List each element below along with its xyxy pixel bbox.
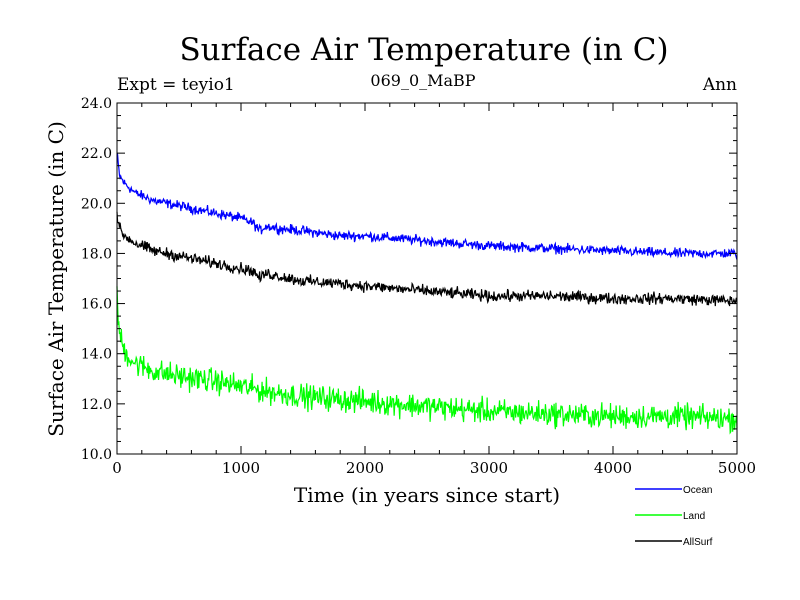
x-tick-label: 3000: [470, 459, 508, 477]
series-line-ocean: [116, 152, 738, 260]
y-tick-label: 10.0: [81, 447, 112, 463]
plot-series: [116, 152, 738, 435]
y-tick-label: 18.0: [81, 246, 112, 262]
x-tick-label: 1000: [222, 459, 260, 477]
y-tick-label: 24.0: [81, 96, 112, 112]
experiment-label: Expt = teyio1: [117, 75, 235, 95]
y-tick-label: 12.0: [81, 397, 112, 413]
legend-label-land: Land: [683, 511, 705, 522]
x-axis-label: Time (in years since start): [294, 483, 560, 507]
y-axis-label: Surface Air Temperature (in C): [44, 121, 68, 437]
series-line-land: [116, 286, 738, 435]
y-tick-label: 22.0: [81, 146, 112, 162]
x-tick-label: 5000: [718, 459, 756, 477]
legend-label-allsurf: AllSurf: [683, 537, 713, 548]
season-label: Ann: [702, 75, 737, 95]
y-tick-label: 14.0: [81, 347, 112, 363]
period-label: 069_0_MaBP: [370, 71, 475, 90]
axis-ticks: 0 1000 2000 3000 4000 5000 10.0 12.0 14.0 16.0 18.…: [81, 96, 756, 477]
x-tick-label: 2000: [346, 459, 384, 477]
legend-label-ocean: Ocean: [683, 485, 712, 496]
y-tick-label: 20.0: [81, 196, 112, 212]
series-line-allsurf: [116, 211, 738, 307]
y-tick-label: 16.0: [81, 297, 112, 313]
legend: Ocean Land AllSurf: [635, 485, 713, 548]
x-tick-label: 4000: [594, 459, 632, 477]
x-tick-label: 0: [112, 459, 122, 477]
chart-title: Surface Air Temperature (in C): [179, 32, 668, 68]
